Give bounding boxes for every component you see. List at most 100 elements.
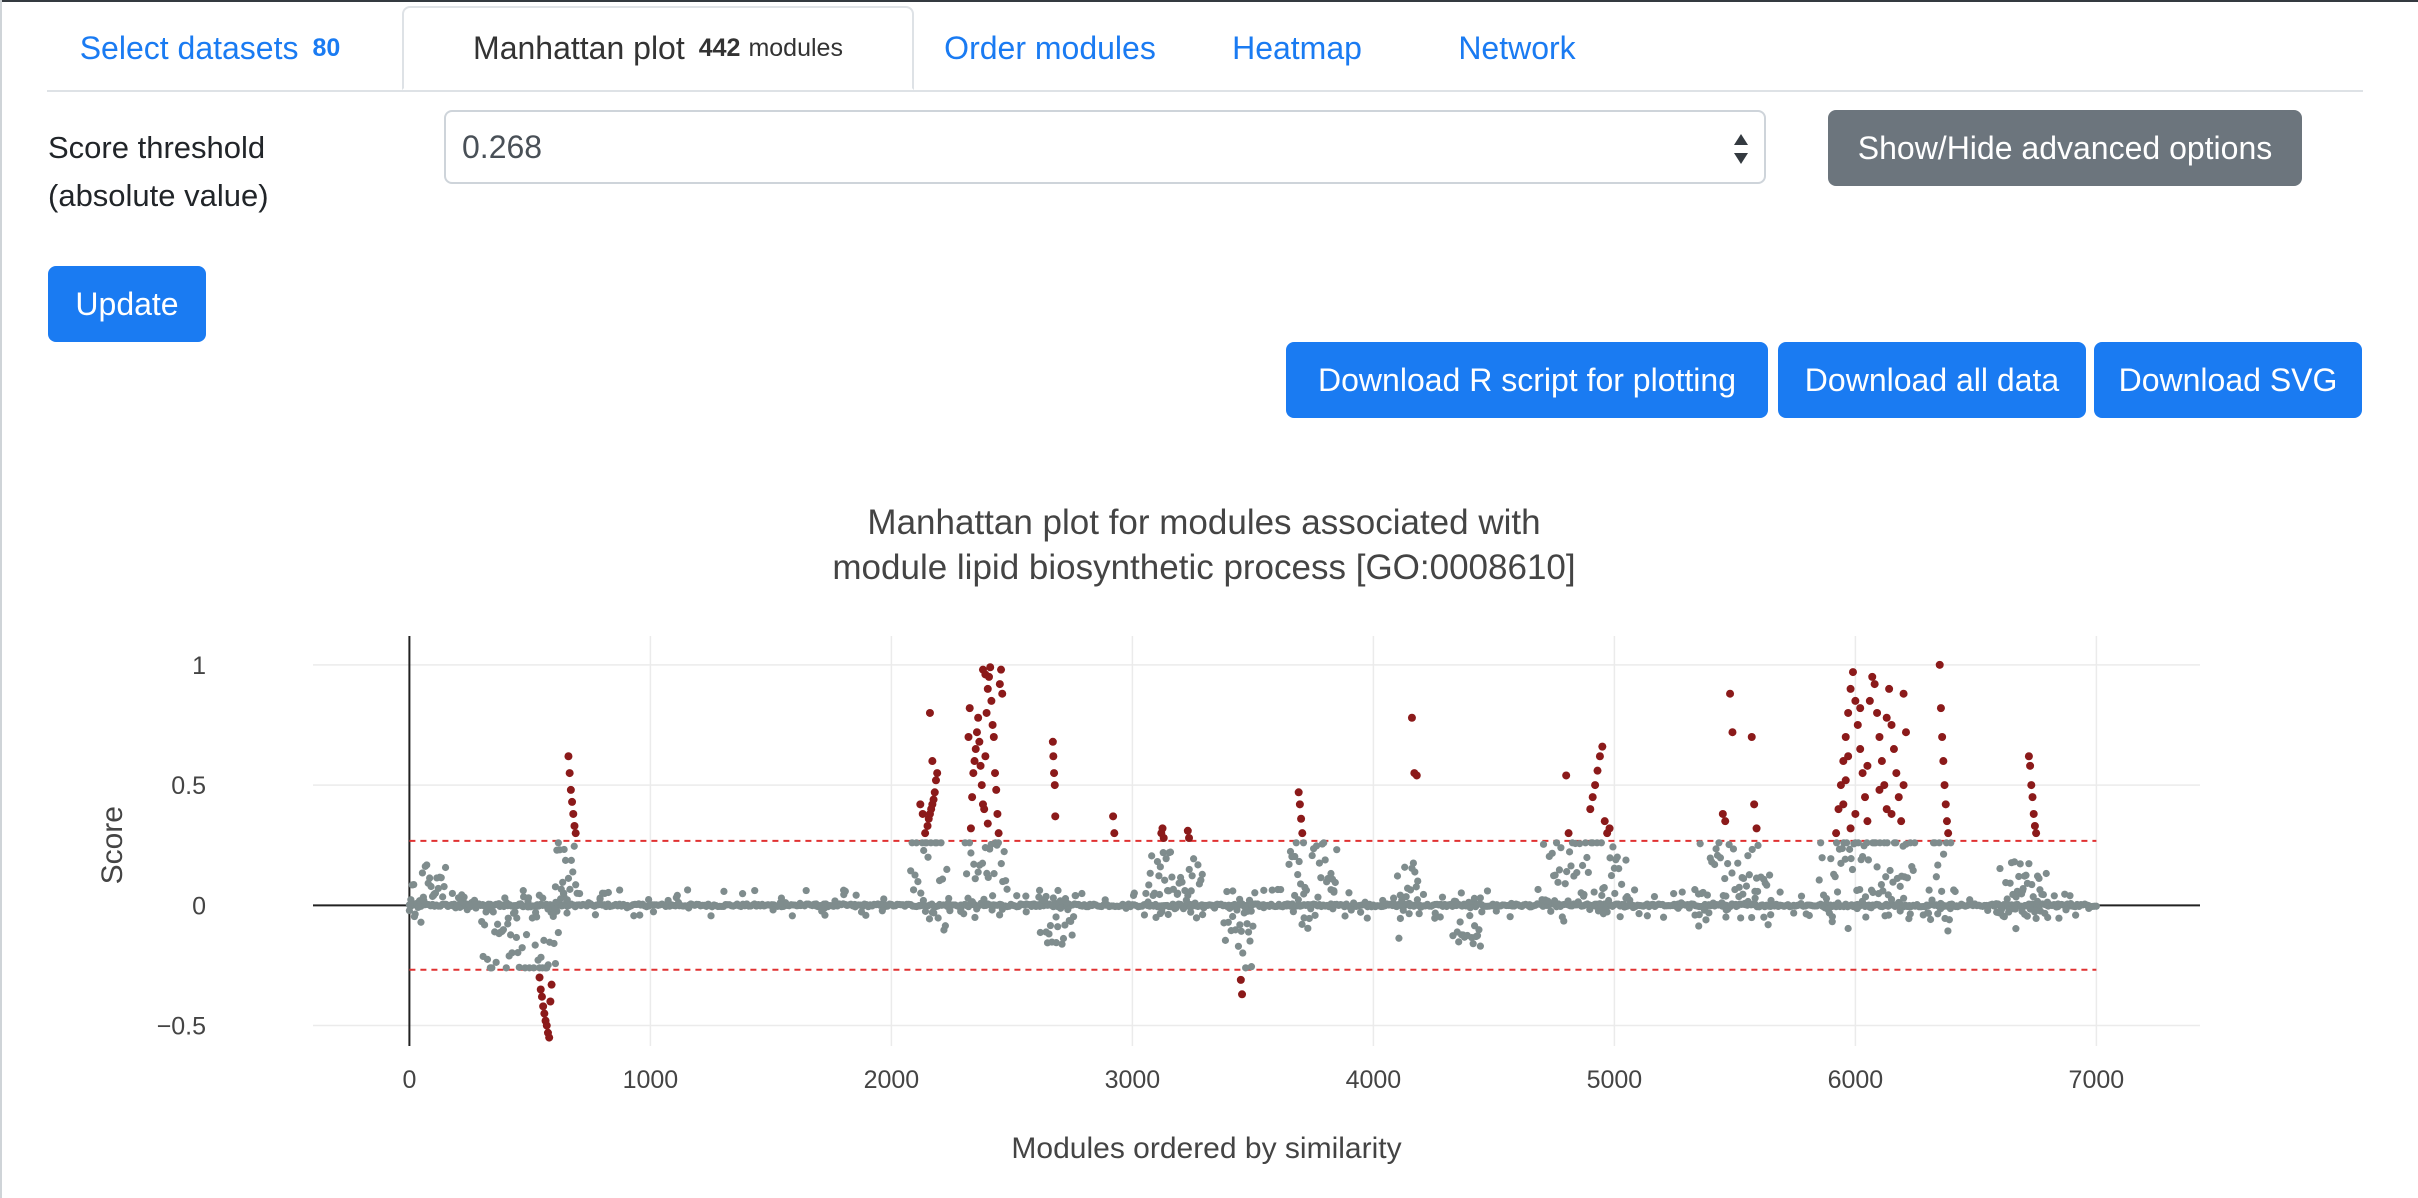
data-point: [1934, 910, 1942, 918]
data-point: [470, 896, 479, 904]
data-point: [1054, 886, 1062, 895]
show-hide-advanced-options-button[interactable]: Show/Hide advanced options: [1828, 110, 2302, 186]
download-svg-button[interactable]: Download SVG: [2094, 342, 2362, 418]
x-tick-label: 5000: [1587, 1066, 1643, 1094]
significant-point: [1887, 809, 1896, 818]
data-point: [965, 839, 974, 847]
data-point: [511, 908, 519, 916]
data-point: [517, 900, 525, 908]
data-point: [1179, 905, 1188, 913]
datasets-count-badge: 80: [312, 33, 341, 62]
data-point: [1563, 868, 1571, 876]
significant-point: [1856, 745, 1865, 754]
data-point: [1291, 891, 1299, 900]
data-point: [1618, 880, 1626, 888]
data-point: [919, 896, 927, 905]
data-point: [1863, 839, 1871, 847]
data-point: [988, 906, 996, 914]
tab-heatmap[interactable]: Heatmap: [1186, 6, 1408, 90]
significant-point: [1109, 812, 1118, 821]
data-point: [1056, 904, 1065, 912]
data-point: [1674, 904, 1682, 912]
data-point: [492, 958, 500, 966]
data-point: [1793, 901, 1802, 910]
x-tick-label: 2000: [864, 1066, 920, 1094]
data-point: [1289, 908, 1297, 916]
data-point: [971, 875, 979, 883]
data-point: [967, 849, 975, 857]
data-point: [1476, 894, 1484, 902]
tab-order-modules[interactable]: Order modules: [914, 6, 1186, 90]
data-point: [1724, 859, 1732, 868]
data-point: [1229, 912, 1237, 921]
significant-point: [987, 696, 996, 705]
data-point: [2066, 892, 2074, 900]
data-point: [1886, 866, 1894, 875]
data-point: [430, 891, 438, 899]
data-point: [1198, 870, 1206, 878]
data-point: [1396, 891, 1404, 899]
data-point: [997, 860, 1005, 868]
data-point: [917, 889, 925, 897]
significant-point: [1870, 680, 1879, 689]
data-point: [1304, 924, 1312, 932]
data-point: [1595, 905, 1603, 913]
data-point: [636, 911, 644, 919]
data-point: [1233, 906, 1241, 914]
data-point: [1239, 949, 1247, 957]
significant-point: [1747, 732, 1756, 741]
plot-title-line1: Manhattan plot for modules associated wi…: [867, 503, 1541, 542]
update-button[interactable]: Update: [48, 266, 206, 342]
data-point: [980, 895, 988, 903]
significant-point: [1591, 781, 1600, 790]
data-point: [569, 868, 577, 876]
data-point: [1597, 839, 1605, 847]
data-point: [1240, 903, 1249, 911]
significant-point: [545, 1033, 554, 1042]
data-point: [1292, 839, 1300, 847]
data-point: [1245, 896, 1254, 904]
data-point: [1022, 908, 1030, 916]
data-point: [1776, 888, 1784, 896]
score-threshold-select[interactable]: 0.268: [444, 110, 1766, 184]
threshold-label-line1: Score threshold: [48, 130, 266, 165]
data-point: [2029, 893, 2037, 901]
download-r-script-button[interactable]: Download R script for plotting: [1286, 342, 1768, 418]
significant-point: [1049, 752, 1058, 761]
data-point: [570, 842, 578, 850]
significant-point: [2032, 829, 2041, 838]
data-point: [938, 875, 947, 883]
tab-manhattan-plot[interactable]: Manhattan plot 442 modules: [402, 6, 914, 90]
significant-point: [980, 805, 989, 814]
data-point: [1507, 899, 1516, 908]
data-point: [1413, 896, 1421, 904]
download-all-data-button[interactable]: Download all data: [1778, 342, 2086, 418]
significant-point: [1605, 824, 1614, 833]
data-point: [664, 896, 672, 905]
data-point: [1629, 903, 1637, 912]
data-point: [1896, 882, 1904, 890]
data-point: [559, 878, 567, 886]
y-axis-title: Score: [96, 806, 129, 884]
significant-point: [1889, 745, 1898, 754]
data-point: [1260, 904, 1268, 912]
data-point: [1896, 907, 1904, 915]
data-point: [495, 900, 503, 908]
significant-point: [991, 769, 1000, 778]
data-point: [419, 893, 427, 901]
significant-point: [1593, 766, 1602, 775]
tab-network[interactable]: Network: [1408, 6, 1626, 90]
significant-point: [968, 793, 977, 802]
data-point: [1946, 904, 1954, 913]
significant-point: [1726, 689, 1735, 698]
significant-points: [535, 660, 2041, 1042]
data-point: [857, 908, 866, 916]
significant-point: [933, 769, 942, 778]
significant-point: [1868, 672, 1877, 681]
significant-point: [1841, 732, 1850, 741]
data-point: [405, 906, 413, 915]
significant-point: [535, 973, 544, 982]
data-point: [1317, 874, 1325, 882]
tab-select-datasets[interactable]: Select datasets 80: [47, 6, 373, 90]
data-point: [1712, 845, 1720, 853]
